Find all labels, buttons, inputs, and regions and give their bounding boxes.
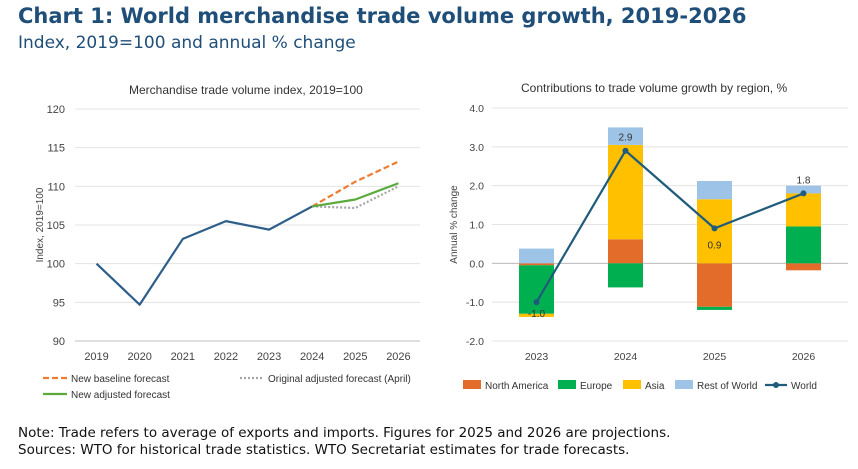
left-chart-title: Merchandise trade volume index, 2019=100 <box>129 83 363 97</box>
index-line-chart: 90 95 100 105 110 115 120 2019 2020 2021 2022 2023 2… <box>35 104 420 400</box>
y-tick-label: 105 <box>47 220 65 232</box>
y-axis-label: Index, 2019=100 <box>35 187 46 262</box>
y-tick-label: 90 <box>53 336 65 348</box>
bar-segment <box>786 185 821 194</box>
footnote: Note: Trade refers to average of exports… <box>18 425 670 459</box>
x-tick-label: 2019 <box>84 351 108 363</box>
y-tick-label: -1.0 <box>466 297 484 309</box>
bar-segment <box>519 313 554 317</box>
right-chart-title: Contributions to trade volume growth by … <box>521 81 788 95</box>
series-line <box>312 182 399 208</box>
x-tick-label: 2023 <box>257 351 281 363</box>
bar-segment <box>608 239 643 264</box>
y-tick-label: 115 <box>47 143 65 155</box>
note-line: Note: Trade refers to average of exports… <box>18 425 671 441</box>
x-tick-label: 2024 <box>300 351 324 363</box>
y-tick-label: 1.0 <box>469 220 484 232</box>
legend-label: Europe <box>580 381 613 392</box>
y-tick-label: 100 <box>47 259 65 271</box>
chart-subtitle: Index, 2019=100 and annual % change <box>18 33 356 53</box>
legend-label: Original adjusted forecast (April) <box>268 374 411 385</box>
y-tick-label: 95 <box>53 297 65 309</box>
legend-label: New baseline forecast <box>71 374 170 385</box>
bar-segment <box>697 181 732 200</box>
bar-segment <box>519 265 554 314</box>
legend-label: World <box>791 381 817 392</box>
legend-swatch <box>623 380 641 389</box>
sources-line: Sources: WTO for historical trade statis… <box>18 442 630 458</box>
legend-marker <box>773 382 779 388</box>
x-tick-label: 2024 <box>614 351 638 363</box>
y-axis-label: Annual % change <box>449 185 460 264</box>
data-label: -1.0 <box>528 309 546 320</box>
x-tick-label: 2026 <box>386 351 410 363</box>
y-tick-label: 3.0 <box>469 142 484 154</box>
data-label: 1.8 <box>797 175 811 186</box>
legend-swatch <box>463 380 481 389</box>
world-point <box>800 190 807 197</box>
legend-label: North America <box>485 381 549 392</box>
contribution-bar-chart: -2.0 -1.0 0.0 1.0 2.0 3.0 4.0 2023 2024 2025 2026 -… <box>449 103 848 392</box>
y-tick-label: -2.0 <box>466 336 484 348</box>
legend-label: Rest of World <box>697 381 757 392</box>
bar-segment <box>786 263 821 271</box>
series-line <box>95 205 313 306</box>
bar-segment <box>519 248 554 264</box>
legend-swatch <box>675 380 693 389</box>
bar-segment <box>786 226 821 264</box>
x-tick-label: 2026 <box>792 351 816 363</box>
world-point <box>622 147 629 154</box>
y-tick-label: 2.0 <box>469 181 484 193</box>
y-tick-label: 110 <box>47 181 65 193</box>
bar-segment <box>608 144 643 240</box>
bar-segment <box>519 263 554 266</box>
bar-segment <box>697 306 732 310</box>
bar-segment <box>608 263 643 288</box>
chart-main-title: Chart 1: World merchandise trade volume … <box>18 4 747 28</box>
y-tick-label: 4.0 <box>469 103 484 115</box>
x-tick-label: 2021 <box>171 351 195 363</box>
y-tick-label: 0.0 <box>469 258 484 270</box>
x-tick-label: 2022 <box>214 351 238 363</box>
x-tick-label: 2023 <box>525 351 549 363</box>
world-line <box>535 149 804 303</box>
legend-label: Asia <box>645 381 665 392</box>
world-point <box>533 299 540 306</box>
bar-segment <box>608 127 643 145</box>
world-point <box>711 225 718 232</box>
data-label: 0.9 <box>708 240 722 251</box>
x-tick-label: 2025 <box>343 351 367 363</box>
x-tick-label: 2020 <box>127 351 151 363</box>
bar-segment <box>697 263 732 307</box>
y-tick-label: 120 <box>47 104 65 116</box>
legend-label: New adjusted forecast <box>71 390 170 400</box>
x-tick-label: 2025 <box>703 351 727 363</box>
data-label: 2.9 <box>619 133 633 144</box>
legend-swatch <box>558 380 576 389</box>
series-line <box>311 160 399 208</box>
